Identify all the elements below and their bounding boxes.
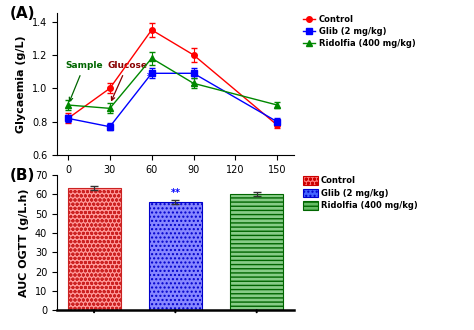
Text: (B): (B) bbox=[9, 168, 35, 183]
Bar bbox=[68, 188, 120, 310]
Y-axis label: AUC OGTT (g/L.h): AUC OGTT (g/L.h) bbox=[19, 188, 29, 297]
Text: *: * bbox=[191, 82, 196, 92]
X-axis label: Time (min): Time (min) bbox=[142, 181, 209, 190]
Legend: Control, Glib (2 mg/kg), Ridolfia (400 mg/kg): Control, Glib (2 mg/kg), Ridolfia (400 m… bbox=[303, 15, 415, 48]
Text: Glucose: Glucose bbox=[107, 61, 147, 100]
Text: Sample: Sample bbox=[65, 61, 103, 101]
Text: **: ** bbox=[170, 188, 181, 198]
Bar bbox=[149, 202, 202, 310]
Text: (A): (A) bbox=[9, 6, 35, 21]
Y-axis label: Glycaemia (g/L): Glycaemia (g/L) bbox=[16, 35, 26, 133]
Text: **: ** bbox=[146, 72, 157, 82]
Bar bbox=[230, 194, 283, 310]
Legend: Control, Glib (2 mg/kg), Ridolfia (400 mg/kg): Control, Glib (2 mg/kg), Ridolfia (400 m… bbox=[303, 176, 418, 210]
